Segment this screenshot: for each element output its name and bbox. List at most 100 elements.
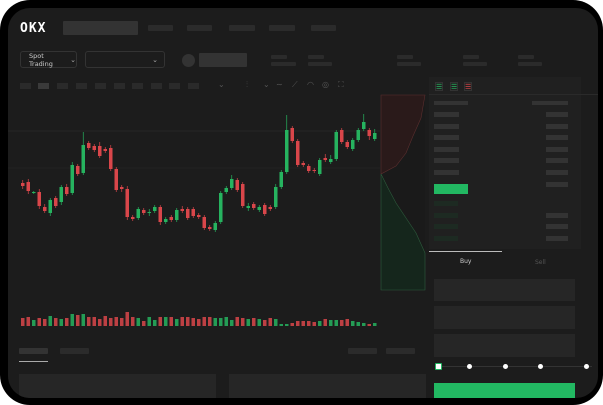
volume-bar — [224, 317, 228, 326]
interval-button[interactable] — [188, 83, 199, 89]
volume-bar — [246, 319, 250, 326]
tab-sell[interactable]: Sell — [535, 259, 546, 266]
candle — [263, 203, 267, 216]
interval-button-active[interactable] — [38, 83, 49, 89]
volume-bar — [92, 317, 96, 326]
nav-item[interactable] — [229, 25, 255, 31]
candle — [87, 141, 91, 150]
interval-button[interactable] — [169, 83, 180, 89]
divider — [429, 94, 598, 95]
candle — [197, 213, 201, 219]
interval-button[interactable] — [20, 83, 31, 89]
orderbook-both-icon[interactable]: ☰ — [435, 82, 443, 91]
candlestick-chart[interactable] — [8, 8, 598, 398]
nav-item[interactable] — [269, 25, 295, 31]
candle — [81, 132, 85, 175]
settings-icon[interactable]: ◎ — [322, 80, 329, 89]
orderbook-bids-icon[interactable]: ☰ — [450, 82, 458, 91]
volume-bar — [257, 319, 261, 326]
candle — [318, 158, 322, 176]
candle — [268, 205, 272, 211]
volume-bar — [81, 314, 85, 326]
candle — [147, 209, 151, 216]
slider-stop[interactable] — [584, 364, 589, 369]
candle — [98, 142, 102, 158]
candle — [153, 205, 157, 213]
buy-button[interactable] — [434, 383, 575, 398]
total-input[interactable] — [434, 334, 575, 357]
interval-button[interactable] — [151, 83, 162, 89]
fullscreen-icon[interactable]: ⛶ — [338, 80, 344, 89]
volume-bar — [21, 318, 25, 326]
price-input[interactable] — [434, 279, 575, 301]
indicator-dropdown[interactable]: ⌄ — [218, 80, 225, 89]
tab-buy[interactable]: Buy — [460, 258, 472, 265]
slider-stop[interactable] — [503, 364, 508, 369]
stat-value — [271, 62, 296, 66]
candle — [48, 198, 52, 216]
ask-price — [434, 158, 459, 163]
camera-icon[interactable]: ◠ — [307, 80, 314, 89]
active-tab-underline — [19, 361, 48, 362]
candle-body — [312, 170, 316, 171]
bid-price — [434, 213, 458, 218]
ask-size — [546, 112, 568, 117]
stat-label — [271, 55, 287, 59]
volume-bar — [312, 322, 316, 326]
volume-bar — [191, 318, 195, 326]
trend-line-icon[interactable]: ∼ — [276, 80, 283, 89]
depth-chart — [380, 94, 426, 291]
market-type-select[interactable]: Spot Trading ⌄ — [20, 51, 77, 68]
tab-open-orders[interactable] — [19, 348, 48, 354]
slider-stop[interactable] — [467, 364, 472, 369]
candle-body — [301, 163, 305, 165]
amount-input[interactable] — [434, 306, 575, 329]
chart-type-icon[interactable]: ⫶ — [246, 80, 248, 89]
search-placeholder[interactable] — [63, 21, 138, 35]
candle-body — [257, 207, 261, 210]
slider-stop[interactable] — [538, 364, 543, 369]
candle — [208, 225, 212, 231]
candle-body — [329, 159, 333, 162]
volume-bar — [87, 317, 91, 326]
interval-button[interactable] — [57, 83, 68, 89]
tab-order-history[interactable] — [60, 348, 89, 354]
filter-button[interactable] — [386, 348, 415, 354]
slider-track[interactable] — [440, 366, 592, 367]
volume-bar — [301, 321, 305, 326]
interval-button[interactable] — [132, 83, 143, 89]
interval-button[interactable] — [95, 83, 106, 89]
candle — [356, 128, 360, 142]
interval-button[interactable] — [114, 83, 125, 89]
candle-body — [224, 188, 228, 192]
volume-bar — [114, 317, 118, 326]
candle — [246, 203, 250, 211]
candle-body — [87, 143, 91, 148]
okx-logo[interactable]: OKX — [20, 21, 47, 36]
pair-select[interactable]: ⌄ — [85, 51, 165, 68]
nav-item[interactable] — [148, 25, 173, 31]
volume-bar — [175, 319, 179, 326]
candle-body — [43, 207, 47, 211]
ruler-icon[interactable]: ⟋ — [292, 80, 298, 89]
stat-label — [397, 55, 413, 59]
candle — [257, 205, 261, 212]
candle-body — [373, 133, 377, 139]
chevron-down-icon[interactable]: ⌄ — [263, 80, 270, 89]
nav-item[interactable] — [311, 25, 336, 31]
volume-bar — [340, 320, 344, 326]
nav-item[interactable] — [187, 25, 212, 31]
candle — [290, 126, 294, 143]
slider-handle[interactable] — [435, 363, 442, 370]
candle-body — [208, 227, 212, 229]
candle-body — [186, 209, 190, 218]
candle-body — [70, 165, 74, 193]
interval-button[interactable] — [76, 83, 87, 89]
candle-body — [191, 209, 195, 216]
candle — [103, 147, 107, 153]
orderbook-asks-icon[interactable]: ☰ — [464, 82, 472, 91]
candle — [323, 154, 327, 162]
filter-button[interactable] — [348, 348, 377, 354]
candle — [43, 204, 47, 213]
